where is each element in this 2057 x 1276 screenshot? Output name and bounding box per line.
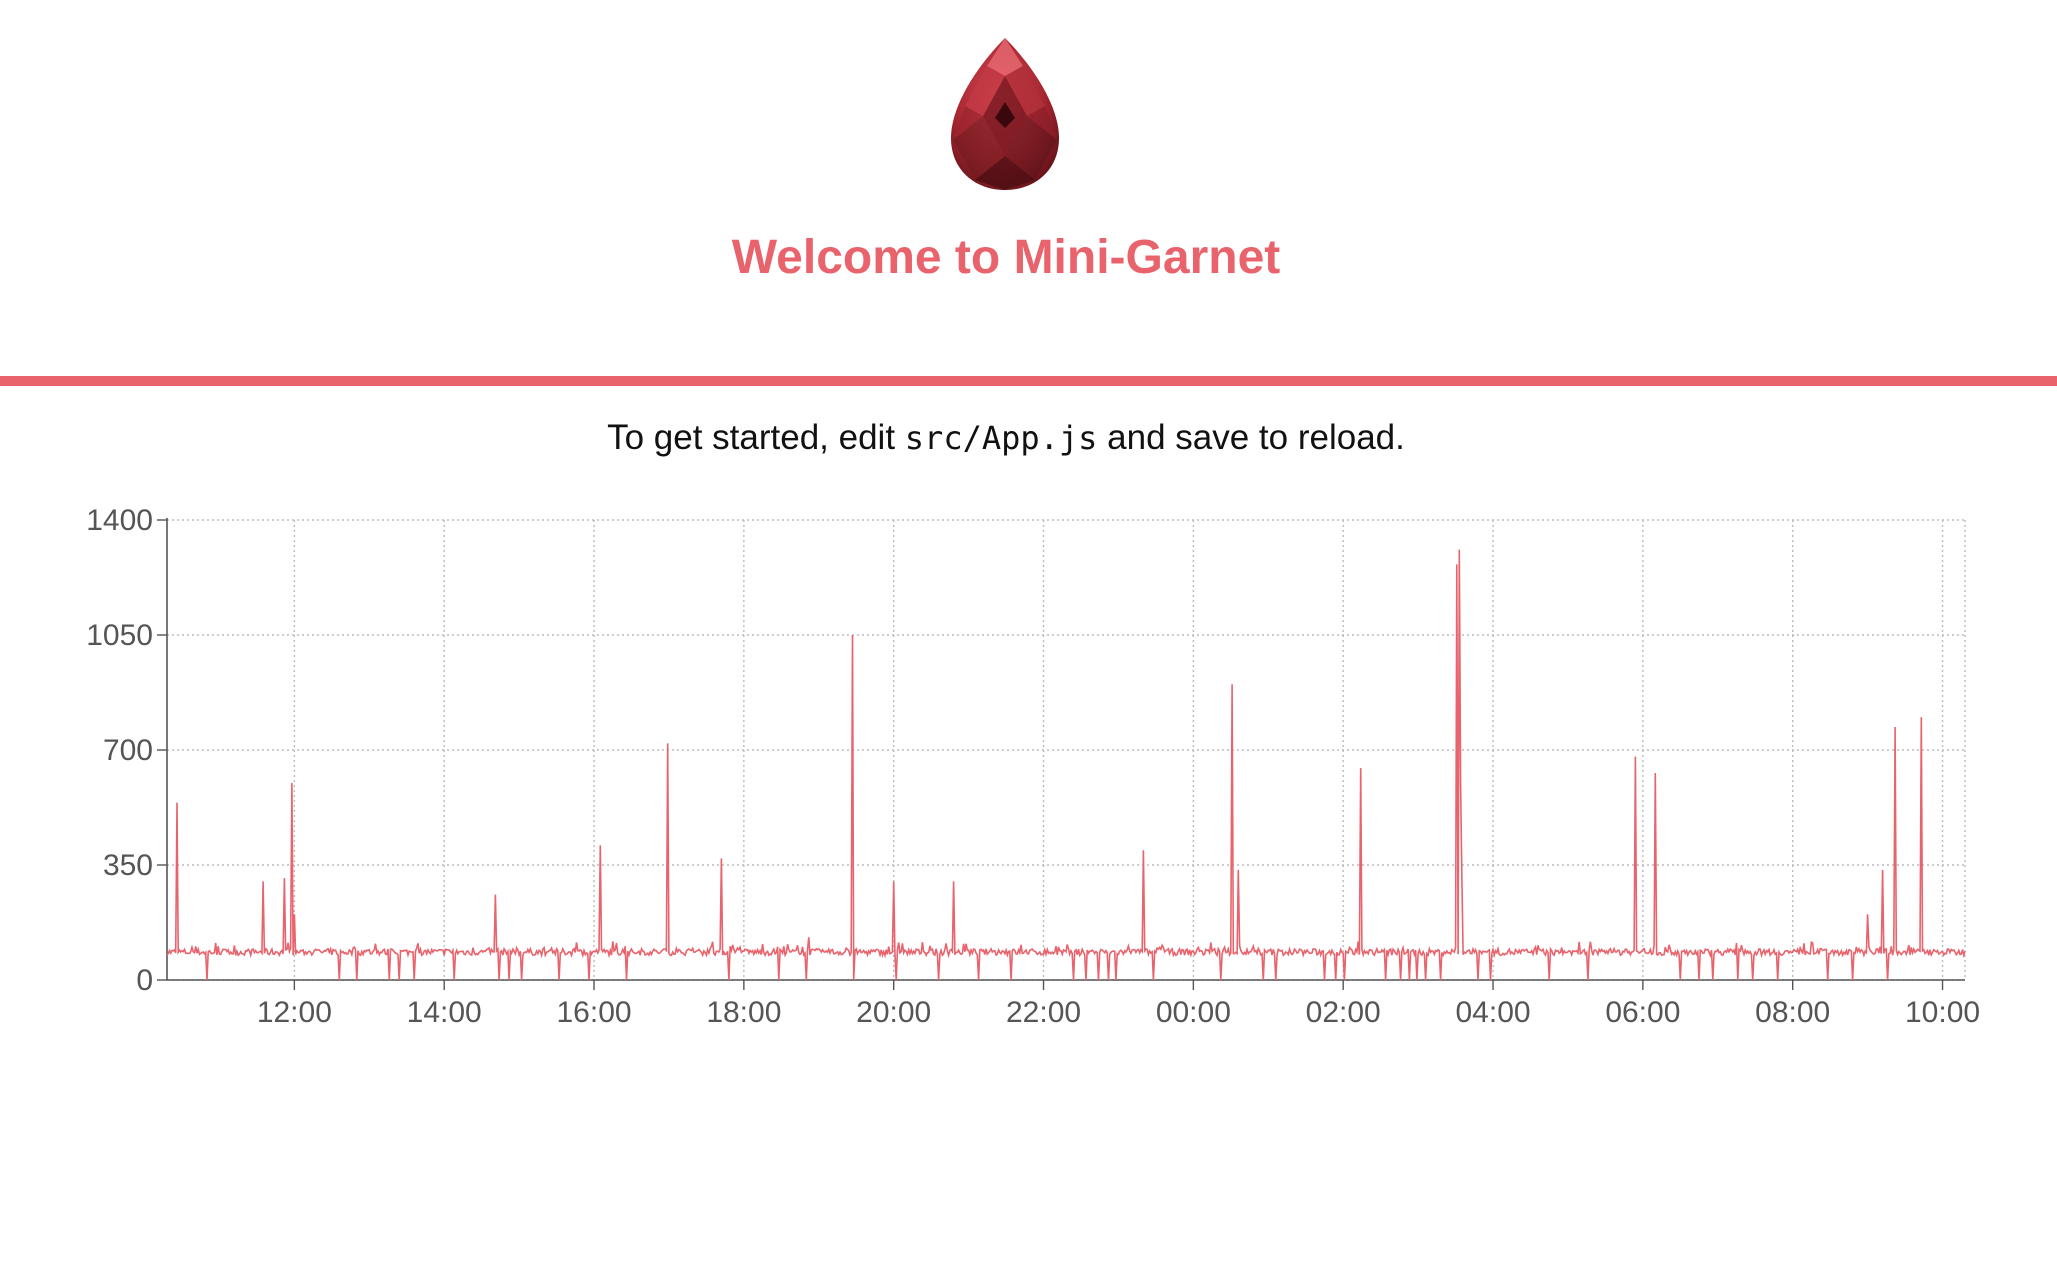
- x-tick-label: 22:00: [1006, 996, 1081, 1029]
- series-line: [166, 549, 1966, 981]
- x-tick-label: 06:00: [1605, 996, 1680, 1029]
- x-tick-label: 08:00: [1755, 996, 1830, 1029]
- intro-code-path: src/App.js: [904, 419, 1098, 457]
- x-tick-label: 12:00: [257, 996, 332, 1029]
- chart-ticks: 0 350 700 1050 1400 12:00 14:00 16:00 18:00 20:00…: [86, 504, 1980, 1029]
- y-tick-label: 350: [103, 849, 153, 882]
- y-tick-label: 0: [136, 964, 153, 997]
- intro-text: To get started, edit src/App.js and save…: [0, 418, 2012, 458]
- y-tick-label: 1050: [86, 619, 153, 652]
- y-tick-label: 1400: [86, 504, 153, 537]
- y-tick-label: 700: [103, 734, 153, 767]
- intro-text-before: To get started, edit: [607, 418, 905, 457]
- x-tick-label: 14:00: [407, 996, 482, 1029]
- x-tick-label: 10:00: [1905, 996, 1980, 1029]
- intro-text-after: and save to reload.: [1097, 418, 1405, 457]
- page-title: Welcome to Mini-Garnet: [731, 231, 1281, 284]
- x-tick-label: 20:00: [856, 996, 931, 1029]
- header-divider: [0, 376, 2057, 386]
- garnet-gem-icon: [951, 38, 1059, 190]
- x-tick-label: 00:00: [1156, 996, 1231, 1029]
- x-tick-label: 04:00: [1455, 996, 1530, 1029]
- x-tick-label: 02:00: [1306, 996, 1381, 1029]
- x-tick-label: 16:00: [556, 996, 631, 1029]
- chart-grid: [167, 519, 1966, 981]
- x-tick-label: 18:00: [706, 996, 781, 1029]
- chart-axes: [166, 518, 1965, 981]
- app-header: Welcome to Mini-Garnet: [0, 0, 2057, 376]
- line-chart: 0 350 700 1050 1400 12:00 14:00 16:00 18:00 20:00…: [86, 504, 1980, 1029]
